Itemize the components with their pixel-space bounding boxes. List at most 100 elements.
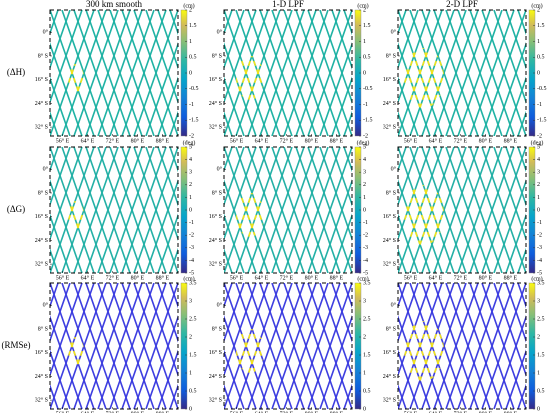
y-tick-label: 16° S [35,76,48,83]
track [145,41,178,136]
x-tick-label: 72° E [106,274,120,281]
colorbar-tick-label: -1 [537,220,542,226]
tracks [224,283,352,409]
anomaly [236,193,264,237]
x-tick-label: 64° E [429,137,443,144]
colorbar [354,282,362,410]
colorbar-tick-label: 0 [363,70,366,76]
track [409,48,444,108]
x-tick-label: 72° E [454,274,468,281]
track [109,283,155,409]
track [224,76,245,136]
colorbar-tick-label: 1 [537,370,540,376]
colorbar-tick-label: 3 [537,170,540,176]
colorbar-tick-label: 1 [189,370,192,376]
colorbar-tick-label: -1.5 [537,118,547,124]
track [433,283,479,409]
colorbar-tick-label: 1.5 [189,23,197,29]
track [68,201,84,229]
colorbar [528,282,536,410]
y-tick-label: 24° S [209,237,222,244]
colorbar-unit: (deg) [357,139,370,146]
track [224,283,233,309]
x-tick-label: 72° E [106,410,120,413]
colorbar-tick-label: -2 [189,133,194,139]
tracks [50,10,178,136]
track [343,247,352,273]
x-tick-label: 88° E [330,410,344,413]
colorbar-tick-label: 0 [537,70,540,76]
colorbar-unit: (deg) [531,139,544,146]
track [224,383,233,409]
colorbar-tick-label: -0.5 [363,86,373,92]
colorbar-tick-label: 1.5 [537,23,545,29]
track [121,283,167,409]
colorbar-tick-label: 1 [363,39,366,45]
tracks [398,283,526,409]
y-tick-label: 8° S [212,189,222,196]
y-tick-label: 24° S [383,237,396,244]
x-tick-label: 88° E [156,274,170,281]
track [133,147,178,273]
track [224,283,257,378]
track [85,147,131,273]
colorbar-tick-label: 2.5 [189,316,197,322]
track [236,193,264,237]
colorbar-tick-label: -1 [537,102,542,108]
colorbar-tick-label: 5 [189,144,192,150]
track [68,64,84,92]
track [517,110,526,136]
track [505,76,526,136]
colorbar-tick-label: 2.5 [537,316,545,322]
column-title: 300 km smooth [86,0,143,9]
track [505,10,526,70]
track [169,383,178,409]
track [517,10,526,36]
track [224,110,233,136]
track [445,283,491,409]
y-tick-label: 8° S [212,325,222,332]
track [157,349,178,409]
colorbar-tick-label: 1.5 [363,352,371,358]
track [542,147,550,273]
track [224,283,245,343]
track [398,76,419,136]
colorbar-tick-label: 0 [189,406,192,412]
colorbar-tick-label: 3 [363,298,366,304]
column-title: 2-D LPF [446,0,478,9]
track [457,10,503,136]
track [247,147,293,273]
panel-frame [49,9,179,137]
colorbar-tick-label: -4 [363,258,368,264]
anomaly [404,48,444,108]
colorbar-unit: (cm) [531,2,542,9]
track [121,147,167,273]
track [271,10,317,136]
row-label: (ΔH) [7,67,25,77]
track [295,10,341,136]
track [517,383,526,409]
track [469,283,515,409]
colorbar-tick-label: 3 [189,298,192,304]
track [319,178,352,273]
colorbar-tick-label: 0 [537,207,540,213]
tracks [224,10,352,136]
track [50,10,71,70]
track [295,147,341,273]
colorbar-tick-label: 1.5 [363,23,371,29]
track [50,283,71,343]
track [542,147,550,273]
y-tick-label: 32° S [383,260,396,267]
y-tick-label: 32° S [209,123,222,130]
colorbar-tick-label: 0.5 [537,388,545,394]
track [307,10,352,136]
colorbar-tick-label: 0 [363,207,366,213]
colorbar-tick-label: -2 [363,233,368,239]
track [319,314,352,409]
track [343,383,352,409]
track [445,10,491,136]
track [409,321,444,381]
y-tick-label: 0° [391,29,397,36]
x-tick-label: 56° E [404,137,418,144]
track [295,283,341,409]
